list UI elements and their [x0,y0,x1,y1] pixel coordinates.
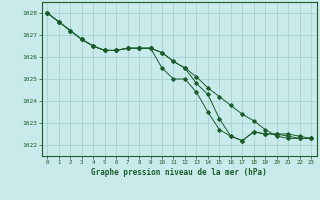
X-axis label: Graphe pression niveau de la mer (hPa): Graphe pression niveau de la mer (hPa) [91,168,267,177]
